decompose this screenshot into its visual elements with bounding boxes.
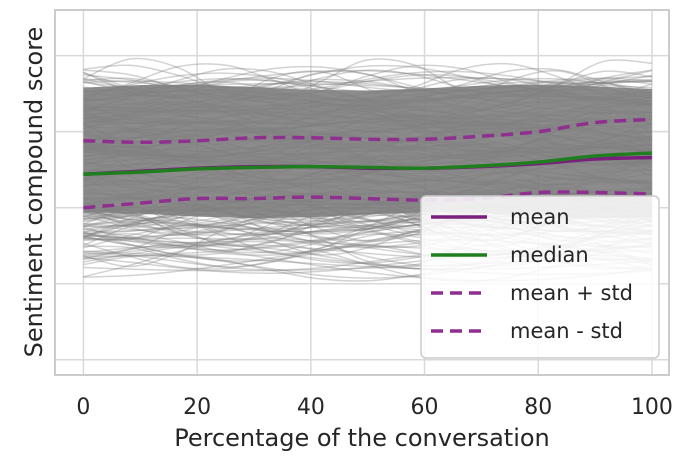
plot-frame (54, 9, 670, 376)
conversation-curve (83, 57, 652, 104)
x-axis-label: Percentage of the conversation (174, 424, 550, 452)
band-core (83, 84, 652, 219)
legend-label: median (510, 243, 589, 267)
series-line-mean-std (83, 117, 652, 145)
x-tick-label: 60 (411, 395, 439, 420)
x-tick-label: 80 (524, 395, 552, 420)
legend-label: mean - std (510, 319, 623, 343)
tick-labels: 0 20 40 60 80 100 (76, 395, 673, 420)
y-axis-label: Sentiment compound score (20, 27, 48, 358)
legend-label: mean + std (510, 281, 633, 305)
x-tick-label: 0 (76, 395, 90, 420)
series-group (83, 117, 652, 210)
series-line-mean-std (83, 190, 652, 210)
x-tick-label: 100 (631, 395, 673, 420)
legend-box (420, 195, 660, 359)
legend: mean median mean + std mean - std (420, 195, 660, 359)
x-tick-label: 40 (297, 395, 325, 420)
x-tick-label: 20 (183, 395, 211, 420)
legend-label: mean (510, 205, 570, 229)
series-line-median (83, 151, 652, 176)
